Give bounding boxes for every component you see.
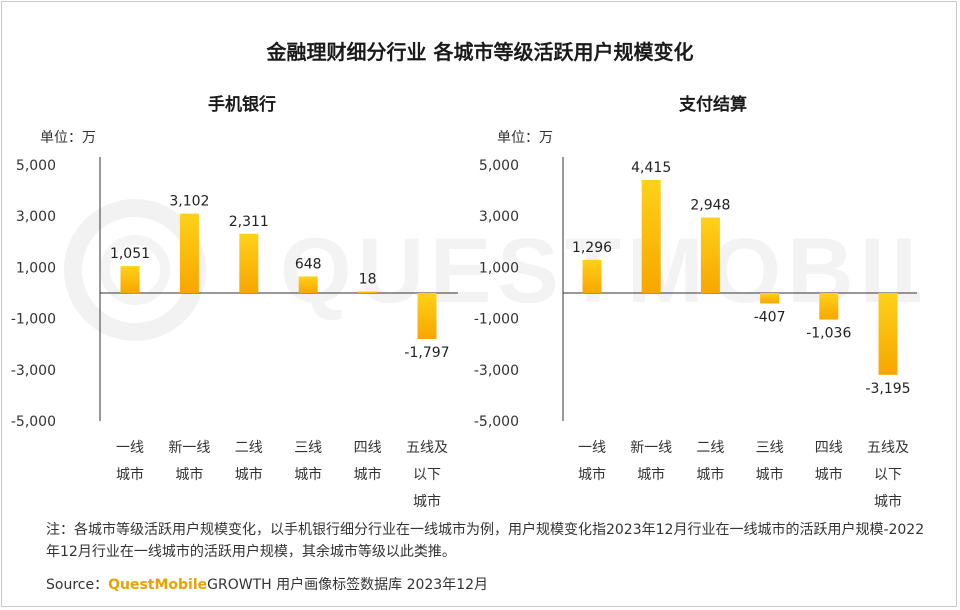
bar (878, 293, 898, 375)
y-tick-label: 5,000 (479, 158, 519, 174)
x-tick-label: 五线及以下城市 (867, 440, 909, 510)
y-tick-label: -5,000 (474, 414, 519, 430)
unit-label: 单位：万 (497, 130, 553, 146)
data-label: 4,415 (631, 160, 671, 176)
bar (582, 259, 602, 293)
bar (298, 276, 318, 293)
y-tick-label: -1,000 (11, 312, 56, 328)
x-tick-label: 三线城市 (294, 440, 322, 483)
data-label: 1,296 (572, 240, 612, 256)
x-tick-label: 一线城市 (116, 440, 144, 483)
unit-label: 单位：万 (40, 130, 96, 146)
x-tick-label: 五线及以下城市 (406, 440, 448, 510)
data-label: 648 (295, 256, 322, 272)
data-label: -3,195 (865, 381, 910, 397)
x-tick-label: 三线城市 (756, 440, 784, 483)
data-label: 1,051 (110, 246, 150, 262)
data-label: -407 (754, 309, 786, 325)
source-prefix: Source： (46, 577, 109, 593)
source-line: Source：QuestMobileGROWTH 用户画像标签数据库 2023年… (46, 574, 488, 594)
y-tick-label: 1,000 (479, 260, 519, 276)
bar (239, 233, 259, 293)
data-label: 2,311 (229, 214, 269, 230)
source-rest: GROWTH 用户画像标签数据库 2023年12月 (207, 577, 489, 593)
footnote: 注：各城市等级活跃用户规模变化，以手机银行细分行业在一线城市为例，用户规模变化指… (46, 522, 925, 560)
bar (641, 179, 661, 293)
y-tick-label: -1,000 (474, 312, 519, 328)
y-tick-label: -5,000 (11, 414, 56, 430)
x-tick-label: 四线城市 (815, 440, 843, 483)
x-tick-label: 二线城市 (696, 440, 724, 483)
x-tick-label: 新一线城市 (630, 440, 672, 483)
main-title: 金融理财细分行业 各城市等级活跃用户规模变化 (266, 40, 694, 64)
x-tick-label: 四线城市 (354, 440, 382, 483)
y-tick-label: 3,000 (479, 209, 519, 225)
bar (700, 217, 720, 293)
bar (120, 266, 140, 293)
y-tick-label: 1,000 (16, 260, 56, 276)
y-tick-label: -3,000 (474, 363, 519, 379)
y-tick-label: -3,000 (11, 363, 56, 379)
chart-title: 支付结算 (679, 94, 747, 115)
x-tick-label: 二线城市 (235, 440, 263, 483)
y-tick-label: 5,000 (16, 158, 56, 174)
data-label: 3,102 (169, 194, 209, 210)
data-label: -1,036 (806, 326, 851, 342)
bar (819, 293, 839, 320)
data-label: -1,797 (404, 345, 449, 361)
x-tick-label: 一线城市 (578, 440, 606, 483)
chart-title: 手机银行 (208, 94, 276, 115)
data-label: 2,948 (690, 198, 730, 214)
data-label: 18 (359, 272, 377, 288)
bar (760, 293, 780, 304)
bar (179, 213, 199, 293)
y-tick-label: 3,000 (16, 209, 56, 225)
x-tick-label: 新一线城市 (168, 440, 210, 483)
source-brand: QuestMobile (108, 577, 208, 593)
bar (417, 293, 437, 340)
bar (358, 291, 378, 293)
